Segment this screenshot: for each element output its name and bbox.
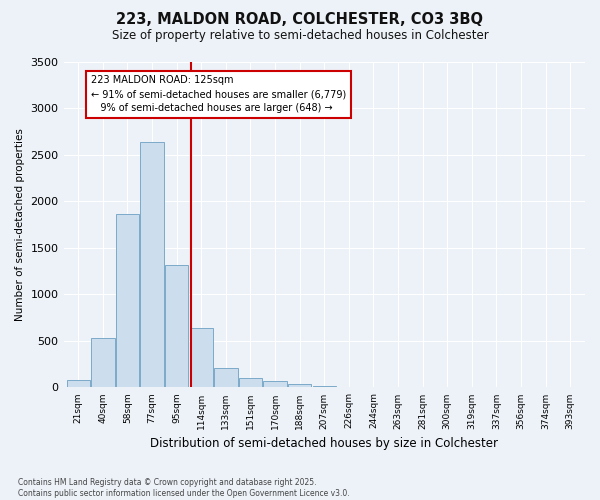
Bar bbox=[67, 380, 90, 388]
Text: 223, MALDON ROAD, COLCHESTER, CO3 3BQ: 223, MALDON ROAD, COLCHESTER, CO3 3BQ bbox=[116, 12, 484, 28]
Bar bbox=[288, 384, 311, 388]
Bar bbox=[239, 378, 262, 388]
Bar bbox=[263, 381, 287, 388]
X-axis label: Distribution of semi-detached houses by size in Colchester: Distribution of semi-detached houses by … bbox=[150, 437, 498, 450]
Bar bbox=[140, 142, 164, 388]
Y-axis label: Number of semi-detached properties: Number of semi-detached properties bbox=[15, 128, 25, 321]
Bar bbox=[165, 266, 188, 388]
Text: 223 MALDON ROAD: 125sqm
← 91% of semi-detached houses are smaller (6,779)
   9% : 223 MALDON ROAD: 125sqm ← 91% of semi-de… bbox=[91, 76, 346, 114]
Bar bbox=[313, 386, 336, 388]
Bar bbox=[190, 328, 213, 388]
Bar bbox=[214, 368, 238, 388]
Text: Contains HM Land Registry data © Crown copyright and database right 2025.
Contai: Contains HM Land Registry data © Crown c… bbox=[18, 478, 350, 498]
Text: Size of property relative to semi-detached houses in Colchester: Size of property relative to semi-detach… bbox=[112, 29, 488, 42]
Bar bbox=[116, 214, 139, 388]
Bar bbox=[91, 338, 115, 388]
